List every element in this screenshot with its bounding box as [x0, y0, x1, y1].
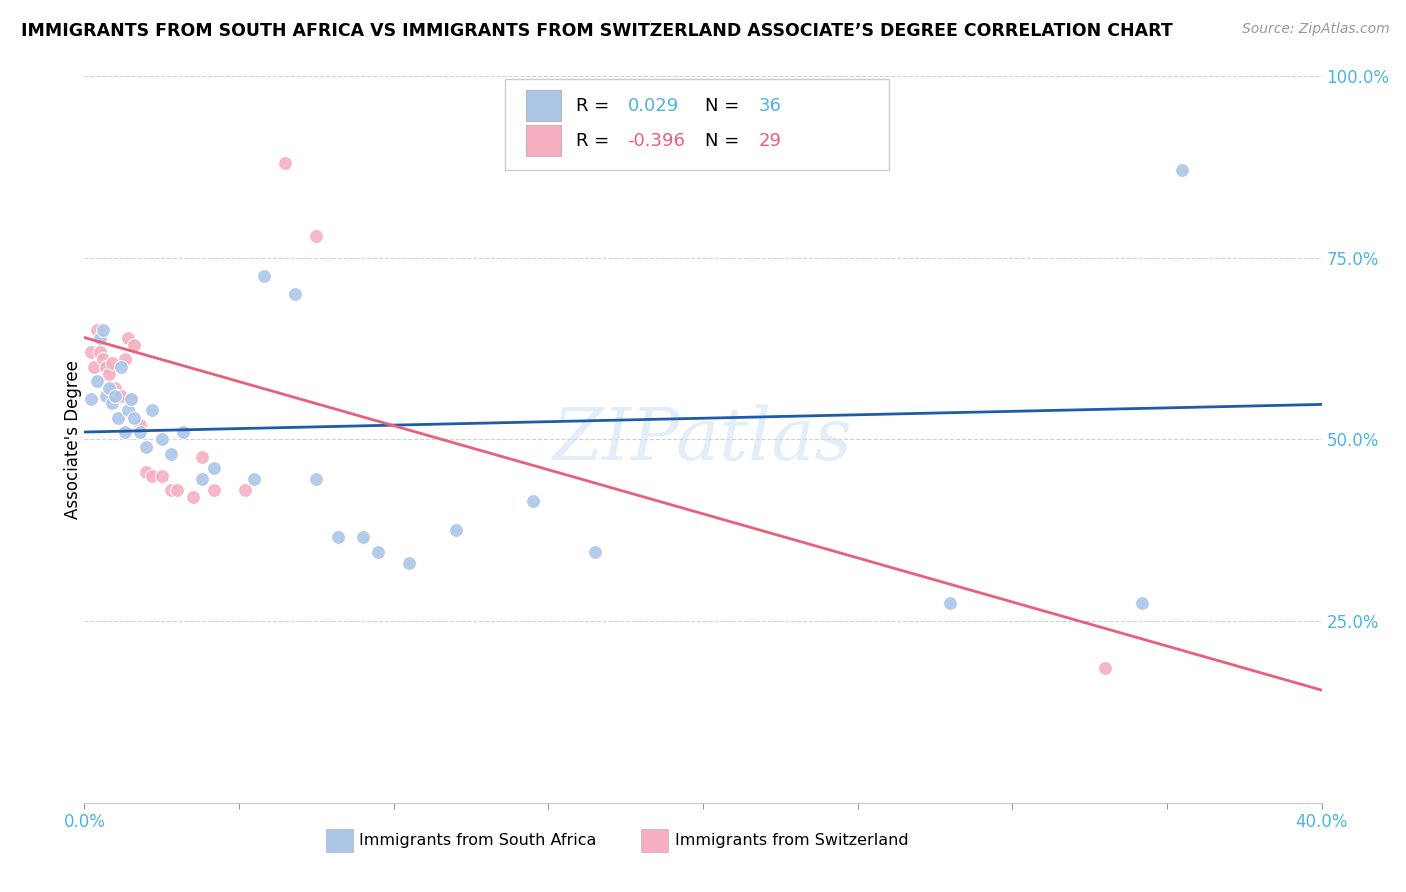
Point — [191, 472, 214, 486]
Point — [305, 472, 328, 486]
Point — [181, 491, 204, 505]
Point — [117, 330, 139, 344]
Point — [101, 396, 124, 410]
Point — [114, 352, 136, 367]
Point — [135, 440, 157, 454]
Text: N =: N = — [706, 131, 745, 150]
Point — [583, 545, 606, 559]
Point — [160, 483, 183, 498]
Point — [89, 330, 111, 344]
Point — [939, 596, 962, 610]
Point — [444, 523, 467, 537]
Text: 29: 29 — [759, 131, 782, 150]
Text: 36: 36 — [759, 96, 782, 115]
Text: ZIPatlas: ZIPatlas — [553, 404, 853, 475]
Point — [107, 410, 129, 425]
Point — [117, 403, 139, 417]
Point — [150, 432, 173, 446]
Text: R =: R = — [575, 131, 614, 150]
Point — [274, 156, 297, 170]
Point — [160, 447, 183, 461]
Point — [110, 359, 132, 374]
Point — [114, 425, 136, 439]
FancyBboxPatch shape — [526, 90, 561, 121]
Point — [141, 468, 163, 483]
Point — [120, 392, 142, 407]
Point — [202, 483, 225, 498]
FancyBboxPatch shape — [526, 125, 561, 156]
Point — [129, 417, 152, 432]
Point — [89, 345, 111, 359]
Point — [83, 359, 105, 374]
Point — [172, 425, 194, 439]
Point — [120, 392, 142, 407]
Point — [129, 425, 152, 439]
Point — [141, 403, 163, 417]
Point — [86, 323, 108, 337]
Point — [202, 461, 225, 475]
Point — [94, 389, 117, 403]
Y-axis label: Associate's Degree: Associate's Degree — [65, 359, 82, 519]
FancyBboxPatch shape — [505, 79, 889, 170]
Point — [107, 389, 129, 403]
FancyBboxPatch shape — [641, 829, 668, 852]
Point — [253, 268, 276, 283]
Text: -0.396: -0.396 — [627, 131, 685, 150]
Point — [1130, 596, 1153, 610]
Point — [398, 556, 420, 570]
Point — [522, 494, 544, 508]
Point — [122, 410, 145, 425]
Text: Immigrants from Switzerland: Immigrants from Switzerland — [675, 833, 908, 848]
Point — [122, 338, 145, 352]
Point — [79, 392, 101, 407]
Point — [1094, 661, 1116, 675]
Text: N =: N = — [706, 96, 745, 115]
Point — [166, 483, 188, 498]
Point — [352, 531, 374, 545]
Text: IMMIGRANTS FROM SOUTH AFRICA VS IMMIGRANTS FROM SWITZERLAND ASSOCIATE’S DEGREE C: IMMIGRANTS FROM SOUTH AFRICA VS IMMIGRAN… — [21, 22, 1173, 40]
Text: Source: ZipAtlas.com: Source: ZipAtlas.com — [1241, 22, 1389, 37]
Point — [104, 381, 127, 395]
Text: R =: R = — [575, 96, 614, 115]
Point — [150, 468, 173, 483]
Point — [233, 483, 256, 498]
FancyBboxPatch shape — [326, 829, 353, 852]
Point — [110, 389, 132, 403]
Text: 0.029: 0.029 — [627, 96, 679, 115]
Point — [98, 367, 121, 381]
Point — [86, 374, 108, 388]
Point — [79, 345, 101, 359]
Point — [1171, 163, 1194, 178]
Text: Immigrants from South Africa: Immigrants from South Africa — [359, 833, 596, 848]
Point — [104, 389, 127, 403]
Point — [284, 287, 307, 301]
Point — [243, 472, 266, 486]
Point — [326, 531, 349, 545]
Point — [101, 356, 124, 370]
Point — [91, 323, 114, 337]
Point — [367, 545, 389, 559]
Point — [98, 381, 121, 395]
Point — [191, 450, 214, 465]
Point — [135, 465, 157, 479]
Point — [91, 352, 114, 367]
Point — [305, 228, 328, 243]
Point — [94, 359, 117, 374]
